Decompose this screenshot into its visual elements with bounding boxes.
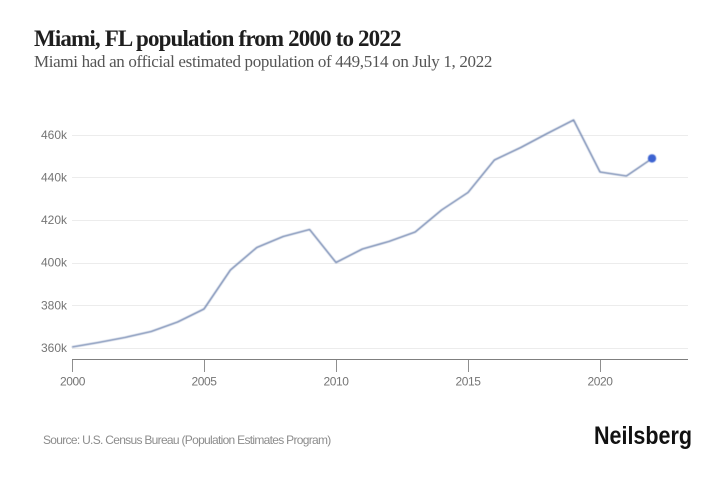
svg-text:380k: 380k xyxy=(41,299,68,313)
svg-text:2020: 2020 xyxy=(587,375,613,389)
svg-text:420k: 420k xyxy=(41,213,68,227)
svg-text:2000: 2000 xyxy=(60,375,86,389)
svg-text:2010: 2010 xyxy=(323,375,349,389)
svg-text:460k: 460k xyxy=(41,128,68,142)
svg-text:2005: 2005 xyxy=(191,375,217,389)
svg-text:360k: 360k xyxy=(41,341,68,355)
svg-text:440k: 440k xyxy=(41,171,68,185)
svg-text:2015: 2015 xyxy=(455,375,481,389)
svg-text:400k: 400k xyxy=(41,256,68,270)
